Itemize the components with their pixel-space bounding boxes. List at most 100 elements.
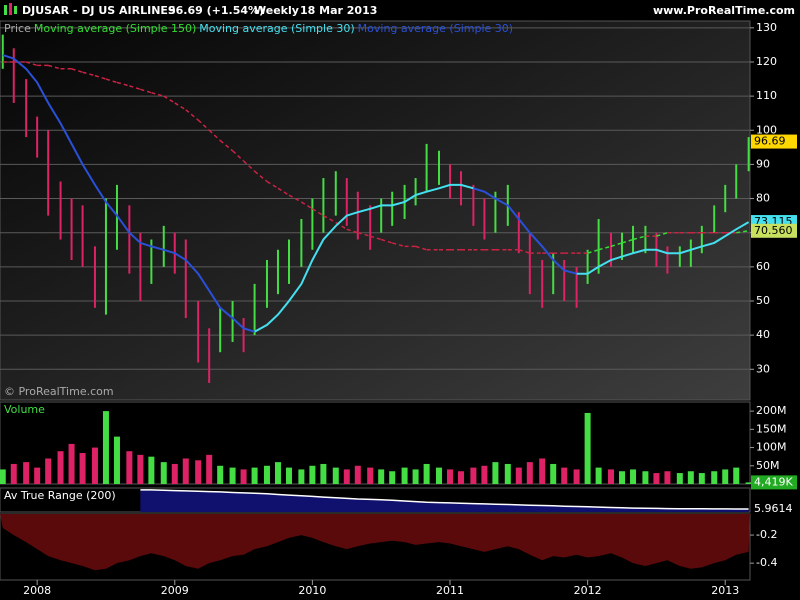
volume-bar bbox=[206, 454, 213, 484]
volume-bar bbox=[274, 462, 281, 484]
moving-average-segment bbox=[47, 64, 61, 70]
volume-bar bbox=[160, 462, 167, 484]
moving-average-segment bbox=[736, 230, 749, 234]
volume-bar bbox=[619, 471, 626, 484]
volume-bar bbox=[320, 463, 327, 484]
moving-average-segment bbox=[656, 231, 668, 237]
x-tick-label: 2009 bbox=[161, 584, 189, 597]
y-tick-label: 110 bbox=[756, 89, 777, 102]
volume-bar bbox=[0, 469, 6, 484]
volume-bar bbox=[447, 469, 453, 484]
y-tick-label: 60 bbox=[756, 260, 770, 273]
panel-label: Av True Range (200) bbox=[4, 489, 116, 502]
volume-bar bbox=[195, 460, 202, 484]
panel-background bbox=[0, 401, 751, 485]
volume-bar bbox=[171, 463, 178, 484]
legend-entry: Moving average (Simple 30) bbox=[199, 22, 354, 35]
value-badge-label: 70.560 bbox=[754, 224, 793, 237]
indicator-area bbox=[0, 514, 750, 571]
moving-average-segment bbox=[415, 245, 427, 251]
y-tick-label: 90 bbox=[756, 157, 770, 170]
moving-average-segment bbox=[163, 95, 176, 104]
legend-entry: Moving average (Simple 150) bbox=[34, 22, 196, 35]
y-tick-label: -0.2 bbox=[756, 528, 777, 541]
moving-average-segment bbox=[116, 81, 130, 87]
volume-bar bbox=[664, 471, 671, 484]
x-tick-label: 2010 bbox=[298, 584, 326, 597]
y-tick-label: 40 bbox=[756, 328, 770, 341]
quote: 96.69 (+1.54%) bbox=[168, 4, 264, 17]
moving-average-segment bbox=[621, 238, 634, 244]
value-badge bbox=[751, 475, 797, 490]
moving-average-segment bbox=[277, 187, 290, 196]
value-badge bbox=[751, 502, 797, 517]
y-tick-label: 130 bbox=[756, 21, 777, 34]
volume-bar bbox=[539, 458, 546, 484]
period: Weekly bbox=[254, 4, 299, 17]
moving-average-segment bbox=[94, 74, 107, 80]
volume-bar bbox=[584, 412, 591, 484]
moving-average-segment bbox=[587, 249, 599, 254]
moving-average-segment bbox=[71, 68, 83, 73]
y-tick-label: -0.4 bbox=[756, 556, 777, 569]
moving-average-segment bbox=[219, 139, 234, 152]
volume-bar bbox=[57, 451, 64, 484]
volume-bar bbox=[698, 473, 705, 484]
volume-bar bbox=[687, 471, 694, 484]
y-tick-label: 200M bbox=[756, 404, 787, 417]
moving-average-segment bbox=[369, 235, 382, 241]
moving-average-segment bbox=[300, 201, 313, 210]
indicator-line bbox=[140, 489, 749, 510]
value-badge bbox=[751, 223, 797, 238]
volume-bar bbox=[113, 436, 120, 484]
volume-bar bbox=[298, 469, 305, 484]
moving-average-segment bbox=[323, 214, 337, 224]
y-tick-label: 80 bbox=[756, 192, 770, 205]
volume-bar bbox=[458, 471, 465, 484]
volume-bar bbox=[332, 467, 339, 484]
x-tick-label: 2013 bbox=[711, 584, 739, 597]
y-tick-label: 100 bbox=[756, 123, 777, 136]
volume-bar bbox=[642, 471, 649, 484]
moving-average-segment bbox=[129, 85, 141, 91]
volume-bar bbox=[10, 463, 17, 484]
volume-bar bbox=[389, 471, 396, 484]
volume-bar bbox=[573, 469, 580, 484]
volume-bar bbox=[91, 447, 98, 484]
volume-bar bbox=[492, 462, 499, 484]
volume-bar bbox=[401, 467, 408, 484]
volume-bar bbox=[45, 458, 52, 484]
volume-bar bbox=[550, 463, 557, 484]
moving-average-segment bbox=[380, 238, 393, 244]
volume-bar bbox=[240, 469, 247, 484]
moving-average-segment bbox=[105, 78, 118, 84]
volume-bar bbox=[34, 467, 41, 484]
volume-bar bbox=[102, 411, 109, 484]
volume-bar bbox=[630, 469, 637, 484]
volume-bar bbox=[182, 458, 189, 484]
volume-bar bbox=[68, 443, 75, 484]
volume-bar bbox=[733, 467, 740, 484]
moving-average-segment bbox=[346, 228, 359, 234]
moving-average-segment bbox=[632, 235, 646, 241]
volume-bar bbox=[561, 467, 568, 484]
volume-bar bbox=[526, 462, 533, 484]
moving-average-segment bbox=[82, 71, 96, 77]
y-tick-label: 50 bbox=[756, 294, 770, 307]
value-badge-label: 96.69 bbox=[754, 135, 786, 148]
volume-bar bbox=[217, 465, 224, 484]
volume-bar bbox=[378, 469, 385, 484]
value-badge bbox=[751, 134, 797, 149]
moving-average-segment bbox=[197, 119, 210, 131]
legend-title: Price bbox=[4, 22, 31, 35]
moving-average-segment bbox=[140, 88, 152, 94]
x-tick-label: 2011 bbox=[436, 584, 464, 597]
moving-average-line bbox=[254, 183, 750, 333]
legend-entry: Moving average (Simple 30) bbox=[358, 22, 513, 35]
value-badge-label: 4,419K bbox=[754, 475, 793, 488]
moving-average-segment bbox=[518, 249, 531, 254]
volume-bar bbox=[608, 469, 615, 484]
y-tick-label: 150M bbox=[756, 422, 787, 435]
y-tick-label: 50M bbox=[756, 459, 780, 472]
